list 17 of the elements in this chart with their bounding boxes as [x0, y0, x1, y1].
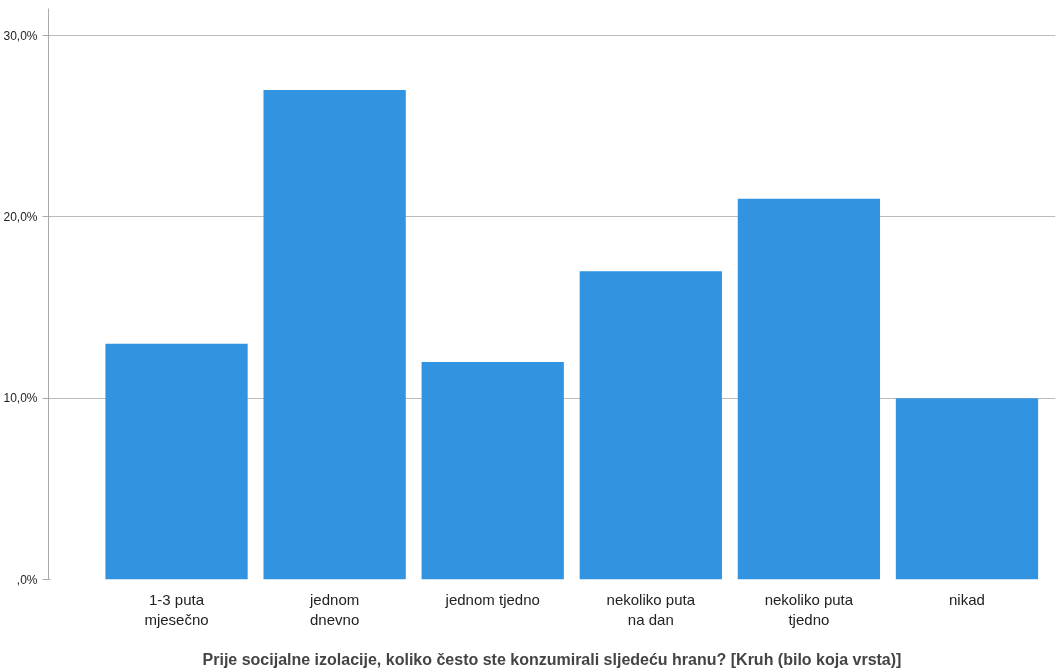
x-tick-label: nekoliko puta tjedno [764, 590, 854, 628]
bar [579, 271, 722, 580]
y-tick-label: ,0% [16, 572, 38, 587]
bar [421, 361, 564, 580]
x-axis-title: Prije socijalne izolacije, koliko često ste konzumirali sljedeću hranu? [Kruh (bilo koja vrsta)] [202, 650, 902, 668]
bar [737, 198, 881, 580]
bar [263, 90, 406, 580]
x-tick-label: nekoliko puta na dan [606, 590, 696, 628]
bar [105, 343, 248, 580]
y-tick-label: 30,0% [3, 28, 38, 43]
x-tick-label: jednom tjedno [444, 590, 540, 608]
x-tick-label: 1-3 puta mjesečno [144, 590, 209, 628]
y-tick-label: 10,0% [3, 391, 38, 406]
x-tick-label: nikad [949, 590, 985, 608]
x-tick-label: jednom dnevno [309, 590, 360, 628]
bar [895, 398, 1039, 580]
y-tick-label: 20,0% [3, 209, 38, 224]
